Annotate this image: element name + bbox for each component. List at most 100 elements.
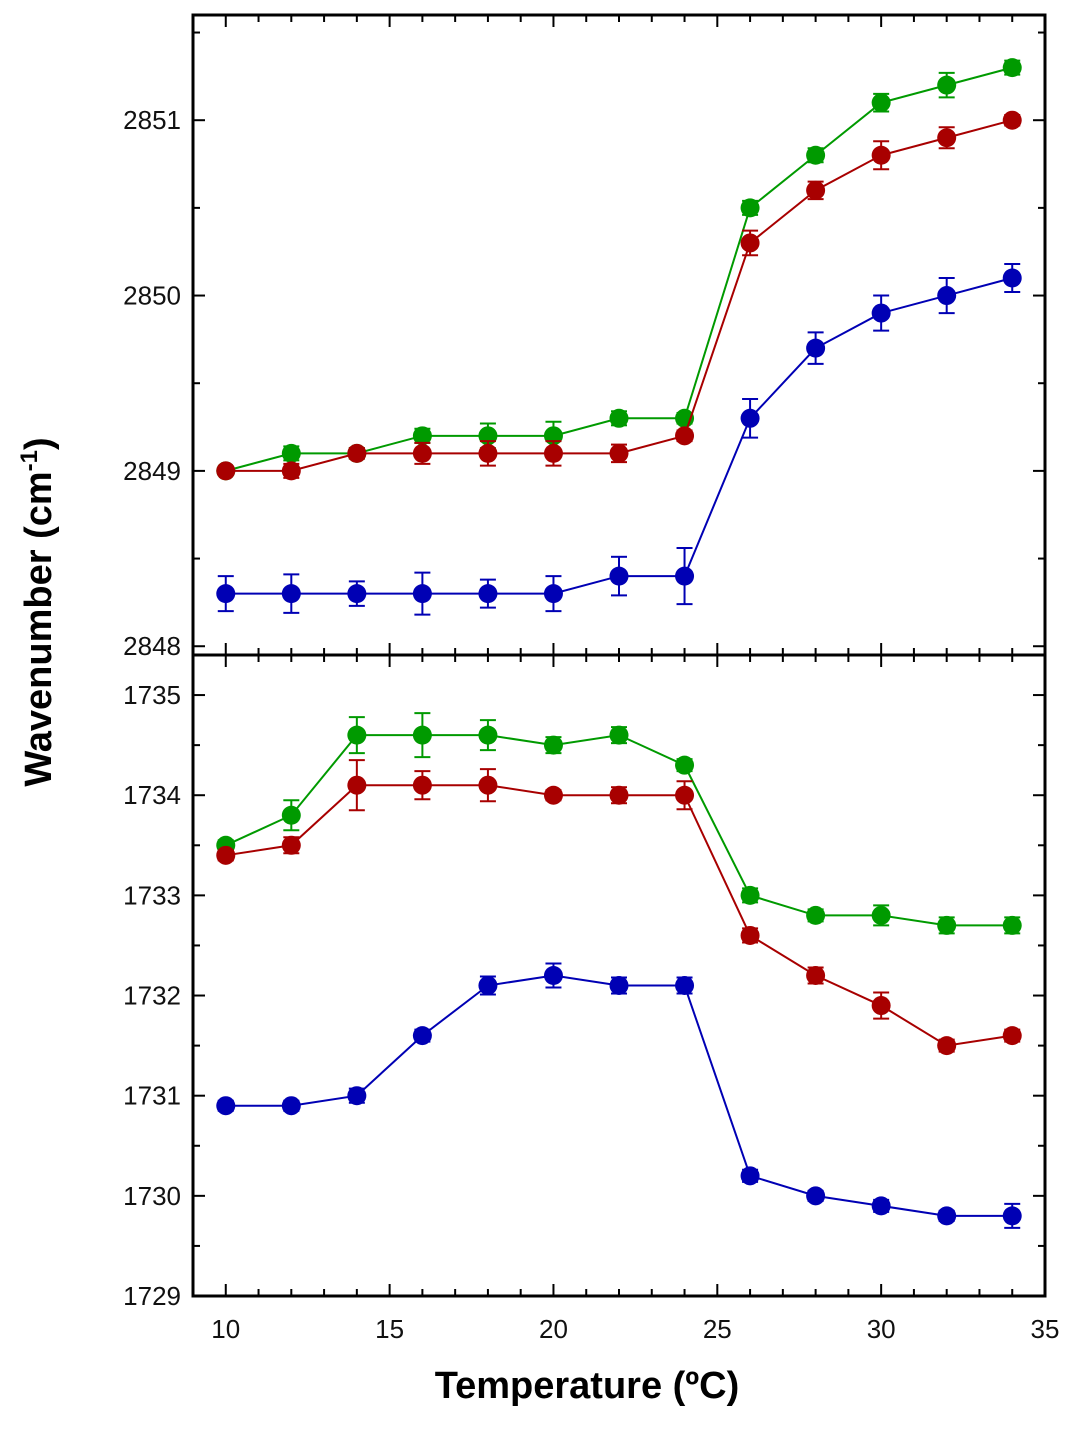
data-point-red <box>281 835 301 855</box>
series-red-bottom <box>216 759 1022 1056</box>
y-tick-label: 1729 <box>123 1281 181 1311</box>
x-tick-label: 25 <box>703 1314 732 1344</box>
data-point-green <box>740 198 760 218</box>
data-point-green <box>806 145 826 165</box>
data-point-green <box>871 93 891 113</box>
data-point-blue <box>609 976 629 996</box>
y-axis-title-superscript: -1 <box>16 450 43 471</box>
data-point-red <box>937 1036 957 1056</box>
data-point-red <box>1002 110 1022 130</box>
data-point-green <box>412 725 432 745</box>
data-point-red <box>216 845 236 865</box>
data-point-red <box>412 775 432 795</box>
data-point-red <box>806 966 826 985</box>
data-point-blue <box>543 584 563 604</box>
data-point-red <box>675 785 695 805</box>
data-point-blue <box>609 566 629 586</box>
data-point-blue <box>281 584 301 604</box>
data-point-green <box>281 443 301 463</box>
data-point-blue <box>543 966 563 985</box>
data-point-green <box>937 75 957 95</box>
data-point-green <box>806 905 826 925</box>
y-tick-label: 2851 <box>123 105 181 135</box>
data-point-blue <box>216 1096 236 1116</box>
y-axis-title-close: ) <box>18 437 60 450</box>
x-tick-label: 35 <box>1031 1314 1060 1344</box>
data-point-green <box>478 725 498 745</box>
y-tick-label: 1735 <box>123 680 181 710</box>
y-tick-label: 1733 <box>123 880 181 910</box>
x-axis-title: Temperature (ºC) <box>435 1365 740 1407</box>
data-point-blue <box>806 338 826 358</box>
data-point-blue <box>478 976 498 996</box>
y-tick-label: 2848 <box>123 631 181 661</box>
y-axis-title-main: Wavenumber (cm <box>18 471 60 786</box>
data-point-green <box>1002 58 1022 78</box>
data-point-blue <box>412 584 432 604</box>
data-point-red <box>740 233 760 253</box>
panel-top: 2848 2849 2850 2851 <box>123 13 1047 661</box>
data-point-red <box>609 785 629 805</box>
y-tick-label: 1731 <box>123 1081 181 1111</box>
series-line-red <box>225 784 1013 1047</box>
data-point-blue <box>347 1086 367 1106</box>
data-point-green <box>1002 915 1022 935</box>
data-point-green <box>281 805 301 825</box>
data-point-red <box>543 443 563 463</box>
data-point-red <box>937 128 957 148</box>
data-point-blue <box>675 976 695 996</box>
data-point-blue <box>347 584 367 604</box>
data-point-blue <box>216 584 236 604</box>
y-tick-label: 1730 <box>123 1181 181 1211</box>
data-point-blue <box>740 408 760 428</box>
data-point-blue <box>412 1026 432 1046</box>
x-tick-label: 15 <box>375 1314 404 1344</box>
series-line-green <box>225 734 1013 927</box>
y-axis-title: Wavenumber (cm-1) <box>16 437 60 786</box>
data-point-green <box>871 905 891 925</box>
data-point-red <box>216 461 236 481</box>
data-point-green <box>937 915 957 935</box>
data-point-green <box>740 885 760 905</box>
data-point-red <box>1002 1026 1022 1046</box>
series-blue-top <box>216 262 1022 616</box>
x-tick-label: 10 <box>211 1314 240 1344</box>
data-point-blue <box>281 1096 301 1116</box>
series-blue-bottom <box>216 962 1022 1229</box>
series-red-top <box>216 110 1022 481</box>
data-point-red <box>609 443 629 463</box>
x-tick-label: 30 <box>867 1314 896 1344</box>
x-tick-label: 20 <box>539 1314 568 1344</box>
y-tick-label: 1734 <box>123 780 181 810</box>
data-point-blue <box>937 286 957 306</box>
panel-bottom: 1729 1730 1731 1732 1733 1734 1735 10 15 20 25 30 35 <box>123 653 1060 1344</box>
data-point-blue <box>478 584 498 604</box>
series-green-top <box>216 58 1022 481</box>
data-point-red <box>478 775 498 795</box>
series-line-blue <box>225 974 1013 1217</box>
data-point-green <box>609 408 629 428</box>
data-point-green <box>609 725 629 745</box>
data-point-red <box>871 996 891 1016</box>
data-point-red <box>806 180 826 200</box>
data-point-red <box>281 461 301 481</box>
data-point-red <box>412 443 432 463</box>
data-point-blue <box>871 1196 891 1216</box>
data-point-blue <box>806 1186 826 1206</box>
data-point-green <box>347 725 367 745</box>
data-point-red <box>478 443 498 463</box>
data-point-red <box>347 775 367 795</box>
panels-group: 2848 2849 2850 2851 1729 1730 1731 1732 1733 1734… <box>123 13 1060 1344</box>
y-tick-label: 1732 <box>123 981 181 1011</box>
series-line-blue <box>225 277 1013 595</box>
data-point-blue <box>1002 1206 1022 1226</box>
data-point-blue <box>937 1206 957 1226</box>
data-point-blue <box>871 303 891 323</box>
series-green-bottom <box>216 712 1022 935</box>
plot-frame-bottom <box>191 653 1047 1298</box>
data-point-blue <box>740 1166 760 1186</box>
data-point-green <box>543 735 563 755</box>
data-point-red <box>543 785 563 805</box>
